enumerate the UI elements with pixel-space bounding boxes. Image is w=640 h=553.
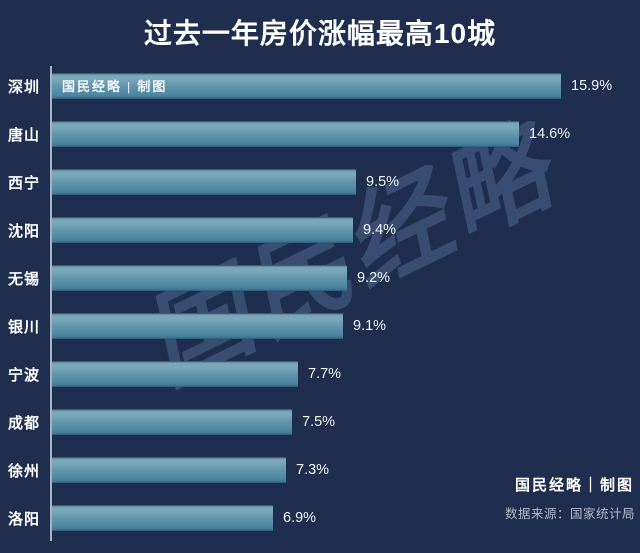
bar-row: 深圳 国民经略 | 制图 15.9% bbox=[0, 62, 640, 110]
footer-credit: 国民经略｜制图 bbox=[514, 478, 634, 494]
bar-row: 洛阳 6.9% bbox=[0, 494, 640, 542]
bar bbox=[52, 169, 356, 195]
value-label: 9.4% bbox=[363, 222, 397, 238]
value-label: 9.1% bbox=[353, 318, 387, 334]
value-label: 9.2% bbox=[357, 270, 391, 286]
city-label: 洛阳 bbox=[8, 510, 41, 528]
bar-row: 沈阳 9.4% bbox=[0, 206, 640, 254]
bar bbox=[52, 217, 353, 243]
city-label: 唐山 bbox=[8, 126, 41, 144]
bar bbox=[52, 361, 298, 387]
bar bbox=[52, 505, 273, 531]
value-label: 7.7% bbox=[308, 366, 342, 382]
city-label: 成都 bbox=[8, 414, 41, 432]
inbar-credit-label: 国民经略 | 制图 bbox=[62, 79, 168, 94]
bar-row: 成都 7.5% bbox=[0, 398, 640, 446]
bar-row: 西宁 9.5% bbox=[0, 158, 640, 206]
bar bbox=[52, 265, 347, 291]
bar bbox=[52, 121, 519, 147]
bar bbox=[52, 409, 292, 435]
value-label: 9.5% bbox=[366, 174, 400, 190]
bar-row: 徐州 7.3% bbox=[0, 446, 640, 494]
y-axis-line bbox=[50, 66, 52, 541]
bar bbox=[52, 457, 286, 483]
city-label: 西宁 bbox=[8, 174, 41, 192]
bar-row: 银川 9.1% bbox=[0, 302, 640, 350]
city-label: 银川 bbox=[8, 318, 41, 336]
bar-row: 无锡 9.2% bbox=[0, 254, 640, 302]
value-label: 6.9% bbox=[283, 510, 317, 526]
value-label: 7.3% bbox=[296, 462, 330, 478]
footer-data-source: 数据来源：国家统计局 bbox=[504, 507, 635, 521]
bar-row: 宁波 7.7% bbox=[0, 350, 640, 398]
city-label: 徐州 bbox=[8, 462, 41, 480]
value-label: 14.6% bbox=[529, 126, 571, 142]
city-label: 宁波 bbox=[8, 366, 41, 384]
city-label: 无锡 bbox=[8, 270, 41, 288]
city-label: 深圳 bbox=[8, 78, 41, 96]
bar-rows: 深圳 国民经略 | 制图 15.9% 唐山 14.6% 西宁 9.5% 沈阳 bbox=[0, 62, 640, 542]
value-label: 7.5% bbox=[302, 414, 336, 430]
bar-row: 唐山 14.6% bbox=[0, 110, 640, 158]
value-label: 15.9% bbox=[571, 78, 613, 94]
bar bbox=[52, 313, 343, 339]
city-label: 沈阳 bbox=[8, 222, 41, 240]
bar: 国民经略 | 制图 bbox=[52, 73, 561, 99]
chart-title: 过去一年房价涨幅最高10城 bbox=[143, 18, 497, 49]
